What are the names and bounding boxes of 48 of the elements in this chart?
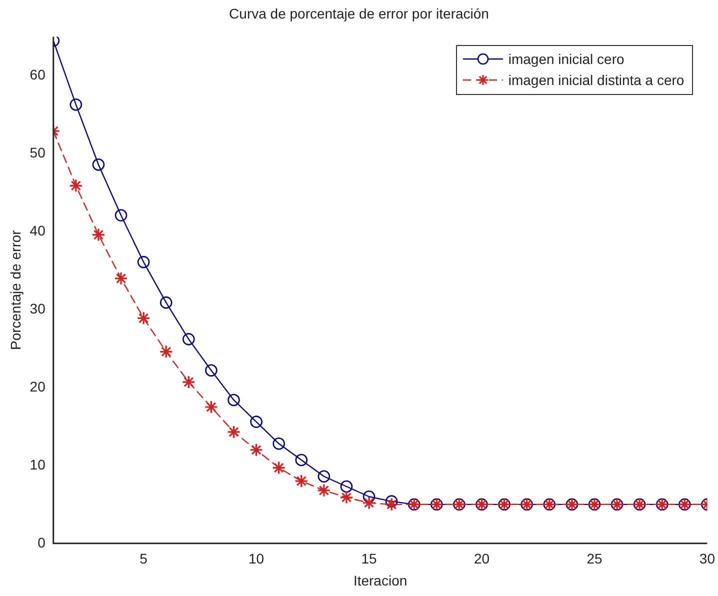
point (317, 484, 331, 498)
x-tick-label: 5 (140, 550, 148, 567)
y-tick-label: 0 (38, 534, 46, 550)
point (136, 311, 150, 325)
point (205, 364, 218, 377)
y-tick-label: 50 (30, 144, 46, 161)
point (69, 178, 83, 192)
point (249, 443, 264, 457)
point (114, 209, 128, 222)
point (362, 496, 376, 510)
point (226, 425, 241, 439)
point (272, 437, 285, 450)
point (295, 454, 308, 466)
point (204, 400, 218, 414)
chart-title: Curva de porcentaje de error por iteración (229, 5, 489, 22)
point (182, 333, 195, 346)
y-tick-label: 40 (30, 222, 46, 239)
x-tick-label: 10 (248, 550, 264, 567)
point (228, 394, 240, 406)
point (137, 256, 150, 268)
point (182, 375, 196, 389)
point (114, 272, 128, 286)
point (250, 416, 262, 428)
legend-label: imagen inicial cero (508, 51, 624, 68)
point (384, 498, 398, 512)
point (294, 474, 308, 488)
point (340, 490, 354, 504)
point (362, 490, 376, 503)
x-axis-title: Iteracion (353, 572, 408, 588)
point (92, 228, 106, 242)
point (70, 98, 82, 111)
x-tick-label: 20 (474, 550, 490, 567)
point (160, 296, 172, 309)
point (340, 480, 353, 493)
y-axis-title: Porcentaje de error (7, 230, 24, 350)
y-tick-label: 30 (30, 300, 46, 316)
point (272, 461, 286, 475)
y-tick-label: 20 (30, 378, 46, 394)
x-tick-label: 30 (699, 550, 716, 567)
y-tick-label: 10 (30, 456, 46, 472)
point (318, 470, 330, 483)
x-tick-label: 25 (586, 550, 602, 567)
x-tick-label: 15 (361, 550, 378, 567)
y-tick-label: 60 (30, 66, 46, 83)
point (159, 344, 173, 358)
point (92, 158, 105, 171)
point (385, 495, 398, 508)
legend-label: imagen inicial distinta a cero (508, 72, 684, 88)
